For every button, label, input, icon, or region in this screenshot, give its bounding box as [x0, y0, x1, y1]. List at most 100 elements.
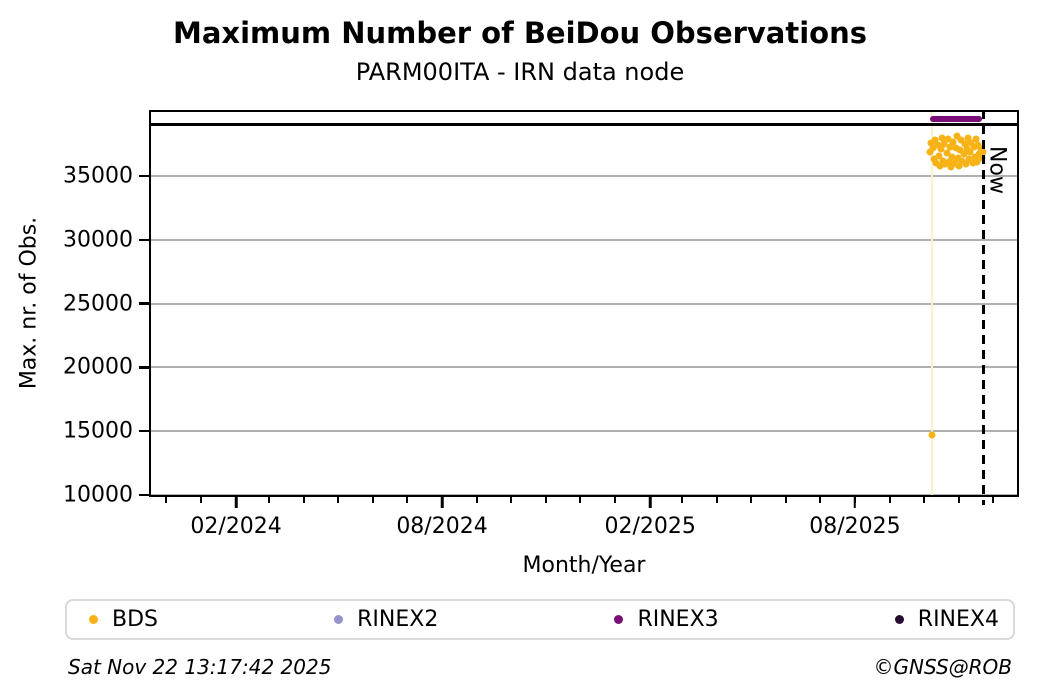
y-tick: [139, 366, 149, 369]
data-point-bds: [957, 136, 965, 144]
data-point-bds: [978, 154, 986, 162]
data-point-bds: [931, 136, 939, 144]
legend-item-rinex2: RINEX2: [334, 607, 438, 632]
legend-dot-rinex2: [334, 615, 344, 624]
y-tick-label: 10000: [63, 482, 133, 508]
data-point-bds: [936, 162, 944, 170]
data-point-bds: [967, 139, 975, 147]
x-minor-tick: [614, 497, 617, 503]
legend-dot-bds: [89, 615, 98, 624]
x-minor-tick: [200, 497, 203, 503]
x-axis-label: Month/Year: [522, 553, 646, 578]
gridline: [149, 366, 1019, 369]
legend: BDS RINEX2 RINEX3 RINEX4: [65, 599, 1015, 640]
data-point-bds: [962, 160, 970, 168]
data-point-bds: [972, 135, 980, 143]
y-tick: [139, 174, 149, 178]
x-minor-tick: [889, 497, 892, 503]
data-point-bds: [951, 159, 958, 167]
y-tick-label: 30000: [63, 227, 133, 253]
x-tick-label: 02/2024: [190, 514, 282, 539]
legend-item-rinex3: RINEX3: [614, 607, 719, 632]
data-point-bds: [969, 159, 977, 167]
data-point-bds: [926, 148, 934, 156]
data-point-bds: [960, 150, 968, 158]
data-point-bds: [947, 163, 955, 171]
chart-title: Maximum Number of BeiDou Observations: [172, 16, 868, 50]
x-minor-tick: [372, 497, 374, 503]
x-minor-tick: [510, 497, 513, 503]
now-label: Now: [984, 146, 1010, 194]
gridline: [149, 302, 1019, 305]
legend-item-bds: BDS: [89, 607, 158, 632]
data-point-bds: [939, 157, 947, 165]
now-line: [981, 110, 985, 505]
x-minor-tick: [818, 497, 821, 503]
data-point-bds: [970, 143, 978, 151]
data-point-bds: [949, 138, 957, 146]
x-minor-tick: [579, 497, 582, 503]
data-point-bds: [944, 135, 952, 143]
timestamp-text: Sat Nov 22 13:17:42 2025: [68, 655, 332, 679]
x-minor-tick: [267, 497, 270, 503]
x-minor-tick: [680, 497, 683, 503]
data-point-bds: [964, 134, 972, 142]
data-point-bds: [946, 143, 954, 151]
data-point-bds: [952, 144, 960, 152]
data-point-bds: [965, 155, 973, 163]
gridline: [149, 430, 1019, 433]
data-point-bds: [956, 146, 964, 154]
data-point-bds: [928, 431, 936, 439]
data-point-bds: [934, 141, 942, 149]
legend-label: RINEX4: [917, 607, 999, 632]
event-line: [930, 110, 933, 497]
data-point-bds: [974, 141, 982, 149]
y-tick: [139, 238, 149, 241]
chart-subtitle: PARM00ITA - IRN data node: [355, 58, 685, 86]
data-point-bds: [943, 149, 951, 157]
data-point-bds: [948, 153, 956, 161]
data-point-bds: [966, 148, 974, 156]
data-point-bds: [975, 150, 983, 158]
y-tick: [139, 302, 149, 305]
x-minor-tick: [784, 497, 787, 503]
x-minor-tick: [922, 497, 925, 503]
legend-dot-rinex3: [614, 615, 624, 624]
x-tick-label: 08/2024: [396, 514, 488, 539]
data-point-bds: [973, 158, 981, 166]
data-point-bds: [935, 152, 943, 160]
x-minor-tick: [545, 497, 548, 503]
data-point-bds: [955, 162, 963, 170]
y-tick-label: 15000: [63, 418, 133, 444]
data-point-bds: [927, 139, 935, 147]
data-point-bds: [945, 158, 953, 166]
credit-text: ©GNSS@ROB: [873, 655, 1013, 679]
data-point-bds: [940, 140, 948, 148]
legend-label: BDS: [112, 607, 158, 632]
plot-area: 10000 15000 20000 25000 30000 35000 02/2024 08/…: [63, 110, 1019, 539]
legend-dot-rinex4: [894, 615, 904, 624]
x-minor-tick: [991, 497, 994, 503]
gridline: [149, 238, 1019, 241]
y-tick-label: 20000: [63, 354, 133, 380]
gridline: [149, 174, 1019, 177]
y-tick-label: 35000: [63, 163, 133, 189]
data-point-bds: [930, 155, 938, 163]
y-axis-label: Max. nr. of Obs.: [16, 216, 42, 390]
x-tick-label: 08/2025: [809, 514, 901, 539]
data-point-bds: [929, 144, 937, 152]
x-major-tick: [648, 497, 652, 508]
data-point-bds: [953, 132, 961, 140]
data-point-bds: [971, 153, 979, 161]
y-tick-label: 25000: [63, 291, 133, 317]
x-minor-tick: [336, 497, 339, 503]
legend-item-rinex4: RINEX4: [894, 607, 999, 632]
y-tick: [139, 493, 149, 497]
legend-label: RINEX2: [357, 607, 439, 632]
data-point-bds: [954, 154, 962, 162]
x-minor-tick: [302, 497, 305, 503]
x-major-tick: [234, 497, 238, 508]
x-minor-tick: [715, 497, 718, 503]
x-minor-tick: [476, 497, 479, 503]
